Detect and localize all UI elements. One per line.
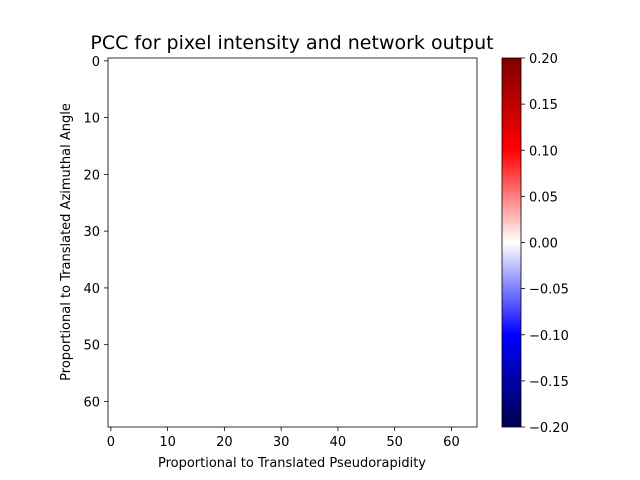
- colorbar-tick-label: 0.00: [529, 237, 558, 252]
- x-tick-label: 0: [107, 435, 115, 450]
- colorbar: [501, 57, 522, 428]
- x-tick-label: 20: [216, 435, 233, 450]
- y-tick-label: 40: [83, 282, 100, 297]
- x-axis-label: Proportional to Translated Pseudorapidit…: [158, 456, 426, 471]
- x-axis-ticks: 0 10 20 30 40 50 60: [107, 427, 460, 450]
- colorbar-ticks: 0.20 0.15 0.10 0.05 0.00 −0.05 −0.10 −0.15 −0.20: [521, 52, 569, 436]
- y-tick-label: 50: [83, 339, 100, 354]
- x-tick-label: 50: [386, 435, 403, 450]
- x-tick-label: 40: [330, 435, 347, 450]
- x-tick-label: 10: [159, 435, 176, 450]
- y-axis-label: Proportional to Translated Azimuthal Ang…: [59, 103, 74, 381]
- colorbar-tick-label: 0.20: [529, 52, 558, 67]
- chart-title: PCC for pixel intensity and network outp…: [90, 32, 493, 54]
- y-axis-ticks: 0 10 20 30 40 50 60: [83, 55, 108, 410]
- y-tick-label: 60: [83, 395, 100, 410]
- colorbar-tick-label: −0.05: [529, 283, 569, 298]
- y-tick-label: 0: [92, 55, 100, 70]
- plot-frame: [107, 57, 478, 428]
- colorbar-tick-label: −0.20: [529, 421, 569, 436]
- colorbar-tick-label: 0.05: [529, 190, 558, 205]
- y-tick-label: 20: [83, 168, 100, 183]
- colorbar-tick-label: −0.10: [529, 329, 569, 344]
- colorbar-tick-label: 0.10: [529, 144, 558, 159]
- x-tick-label: 60: [443, 435, 460, 450]
- y-tick-label: 30: [83, 225, 100, 240]
- x-tick-label: 30: [273, 435, 290, 450]
- colorbar-tick-label: 0.15: [529, 98, 558, 113]
- y-tick-label: 10: [83, 112, 100, 127]
- heatmap-image: [108, 58, 477, 427]
- colorbar-tick-label: −0.15: [529, 375, 569, 390]
